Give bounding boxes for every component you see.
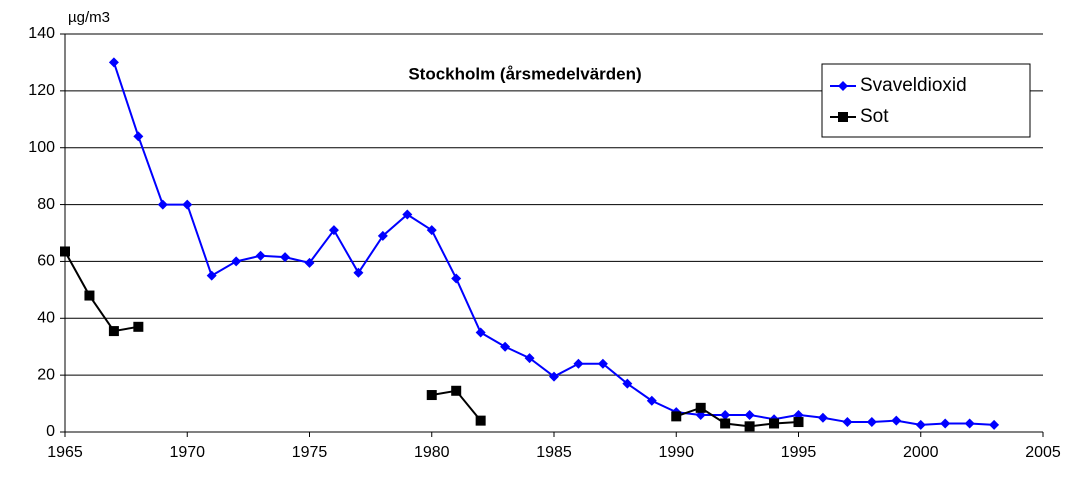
point xyxy=(744,409,755,420)
point xyxy=(744,421,755,432)
series-line xyxy=(675,406,799,428)
point xyxy=(695,402,706,413)
point xyxy=(133,131,144,142)
x-tick-label: 1985 xyxy=(536,444,572,461)
point xyxy=(817,412,828,423)
point xyxy=(377,230,388,241)
y-tick-label: 80 xyxy=(37,196,55,213)
point xyxy=(475,327,486,338)
legend-label: Sot xyxy=(860,106,889,127)
y-unit-label: µg/m3 xyxy=(68,9,110,26)
point xyxy=(206,270,217,281)
x-tick-label: 2000 xyxy=(903,444,939,461)
point xyxy=(451,273,462,284)
legend-marker xyxy=(838,81,848,91)
point xyxy=(597,358,608,369)
point xyxy=(622,378,633,389)
x-tick-label: 1990 xyxy=(658,444,694,461)
point xyxy=(500,341,511,352)
point xyxy=(891,415,902,426)
point xyxy=(108,57,119,68)
x-tick-label: 1975 xyxy=(292,444,328,461)
point xyxy=(720,409,731,420)
point xyxy=(940,418,951,429)
y-tick-label: 100 xyxy=(28,139,55,156)
point xyxy=(157,199,168,210)
series-line xyxy=(64,250,139,333)
point xyxy=(231,256,242,267)
y-tick-label: 140 xyxy=(28,25,55,42)
point xyxy=(524,353,535,364)
y-tick-label: 120 xyxy=(28,82,55,99)
legend-box xyxy=(821,63,1031,138)
x-tick-label: 1995 xyxy=(781,444,817,461)
y-tick-label: 20 xyxy=(37,366,55,383)
x-tick-label: 2005 xyxy=(1025,444,1061,461)
point xyxy=(280,252,291,263)
point xyxy=(549,371,559,382)
point xyxy=(451,385,462,396)
point xyxy=(84,290,95,301)
point xyxy=(133,321,144,332)
x-tick-label: 1965 xyxy=(47,444,83,461)
point xyxy=(328,225,339,236)
point xyxy=(573,358,584,369)
y-tick-label: 40 xyxy=(37,310,55,327)
legend-marker xyxy=(838,112,848,122)
legend-label: Svaveldioxid xyxy=(860,75,967,96)
point xyxy=(426,225,437,236)
point xyxy=(720,418,731,429)
point xyxy=(646,395,657,406)
point xyxy=(964,418,975,429)
point xyxy=(304,257,315,268)
point xyxy=(915,419,926,430)
point xyxy=(426,390,437,401)
point xyxy=(989,419,1000,430)
y-tick-label: 60 xyxy=(37,253,55,270)
point xyxy=(671,411,682,422)
point xyxy=(842,417,853,428)
y-tick-label: 0 xyxy=(46,423,55,440)
point xyxy=(255,250,266,261)
point xyxy=(182,199,193,210)
point xyxy=(769,418,780,429)
x-tick-label: 1970 xyxy=(169,444,205,461)
chart-title: Stockholm (årsmedelvärden) xyxy=(408,64,641,83)
point xyxy=(402,209,413,220)
point xyxy=(475,415,486,426)
point xyxy=(60,246,70,257)
point xyxy=(793,417,804,428)
point xyxy=(866,417,877,428)
point xyxy=(353,267,364,278)
point xyxy=(108,326,119,337)
x-tick-label: 1980 xyxy=(414,444,450,461)
